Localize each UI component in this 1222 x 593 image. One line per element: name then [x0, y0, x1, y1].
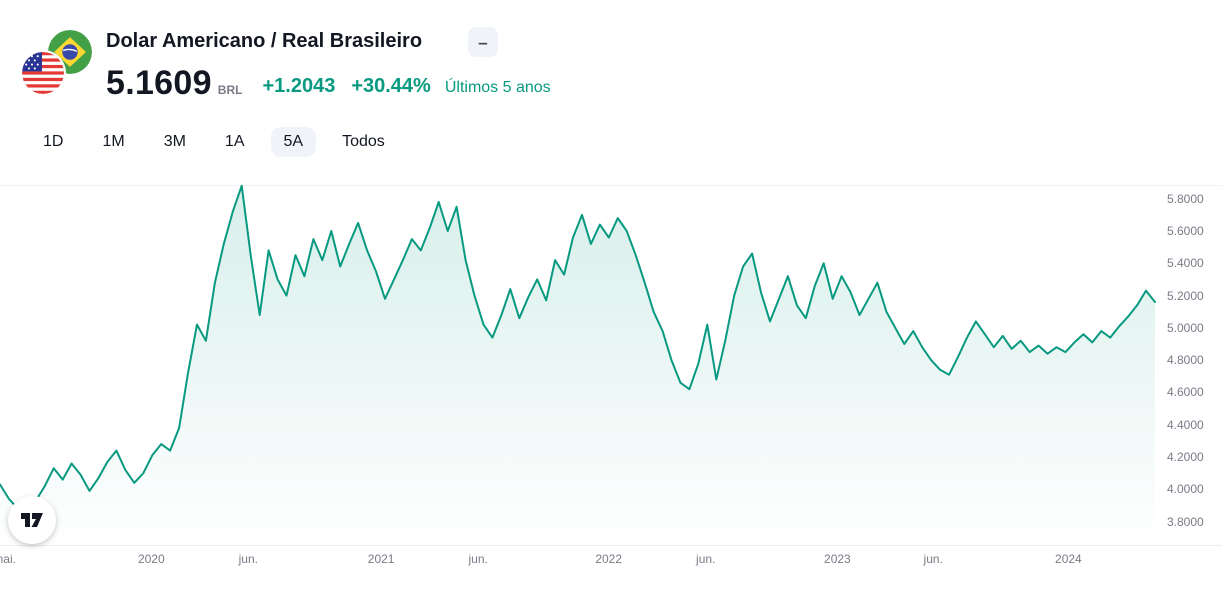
- price-change-absolute: +1.2043: [262, 75, 336, 97]
- last-price: 5.1609: [106, 64, 212, 102]
- y-axis-label: 5.8000: [1167, 191, 1204, 206]
- tradingview-logo[interactable]: [8, 496, 56, 544]
- tab-3m[interactable]: 3M: [163, 133, 186, 150]
- y-axis-label: 4.8000: [1167, 353, 1204, 368]
- y-axis-label: 5.6000: [1167, 224, 1204, 238]
- minus-icon: –: [478, 32, 488, 52]
- tradingview-17-icon: [21, 513, 43, 527]
- x-axis-label: 2020: [137, 552, 165, 566]
- y-axis-label: 5.0000: [1167, 320, 1204, 335]
- currency-pair-flags: [22, 30, 94, 96]
- tab-5a[interactable]: 5A: [270, 127, 317, 157]
- y-axis-label: 4.2000: [1167, 450, 1204, 465]
- x-axis-label: 2023: [824, 552, 851, 566]
- x-axis-label: mai.: [0, 552, 16, 566]
- chart-area-fill: [0, 185, 1155, 546]
- tab-1d[interactable]: 1D: [43, 133, 64, 150]
- price-row: 5.1609 BRL +1.2043 +30.44% Últimos 5 ano…: [106, 66, 551, 100]
- y-axis-label: 4.4000: [1167, 417, 1204, 432]
- y-axis-label: 4.6000: [1167, 385, 1204, 400]
- x-axis-label: jun.: [696, 552, 716, 566]
- tab-1m[interactable]: 1M: [102, 133, 125, 150]
- x-axis-label: 2024: [1055, 552, 1082, 566]
- chart-x-axis-line: [0, 545, 1222, 546]
- y-axis-label: 4.0000: [1167, 482, 1204, 497]
- tab-1a[interactable]: 1A: [224, 133, 245, 150]
- y-axis-label: 5.2000: [1167, 288, 1204, 303]
- chart-price-line: [0, 184, 1156, 523]
- x-axis-label: jun.: [238, 552, 258, 566]
- x-axis-label: 2021: [367, 552, 395, 566]
- price-change-percent: +30.44%: [351, 75, 431, 97]
- range-label: Últimos 5 anos: [444, 79, 551, 96]
- y-axis-label: 3.8000: [1167, 514, 1204, 529]
- currency-code: BRL: [217, 83, 243, 97]
- tab-todos[interactable]: Todos: [342, 133, 385, 150]
- symbol-title: Dolar Americano / Real Brasileiro: [106, 30, 423, 52]
- collapse-button[interactable]: –: [468, 27, 498, 57]
- chart-top-gridline: [0, 185, 1222, 186]
- us-flag-icon: [22, 52, 64, 94]
- x-axis-label: 2022: [595, 552, 623, 566]
- x-axis-label: jun.: [468, 552, 488, 566]
- range-tabs: 1D 1M 3M 1A 5A Todos: [30, 127, 398, 157]
- x-axis-label: jun.: [923, 552, 943, 566]
- y-axis-label: 5.4000: [1167, 256, 1204, 271]
